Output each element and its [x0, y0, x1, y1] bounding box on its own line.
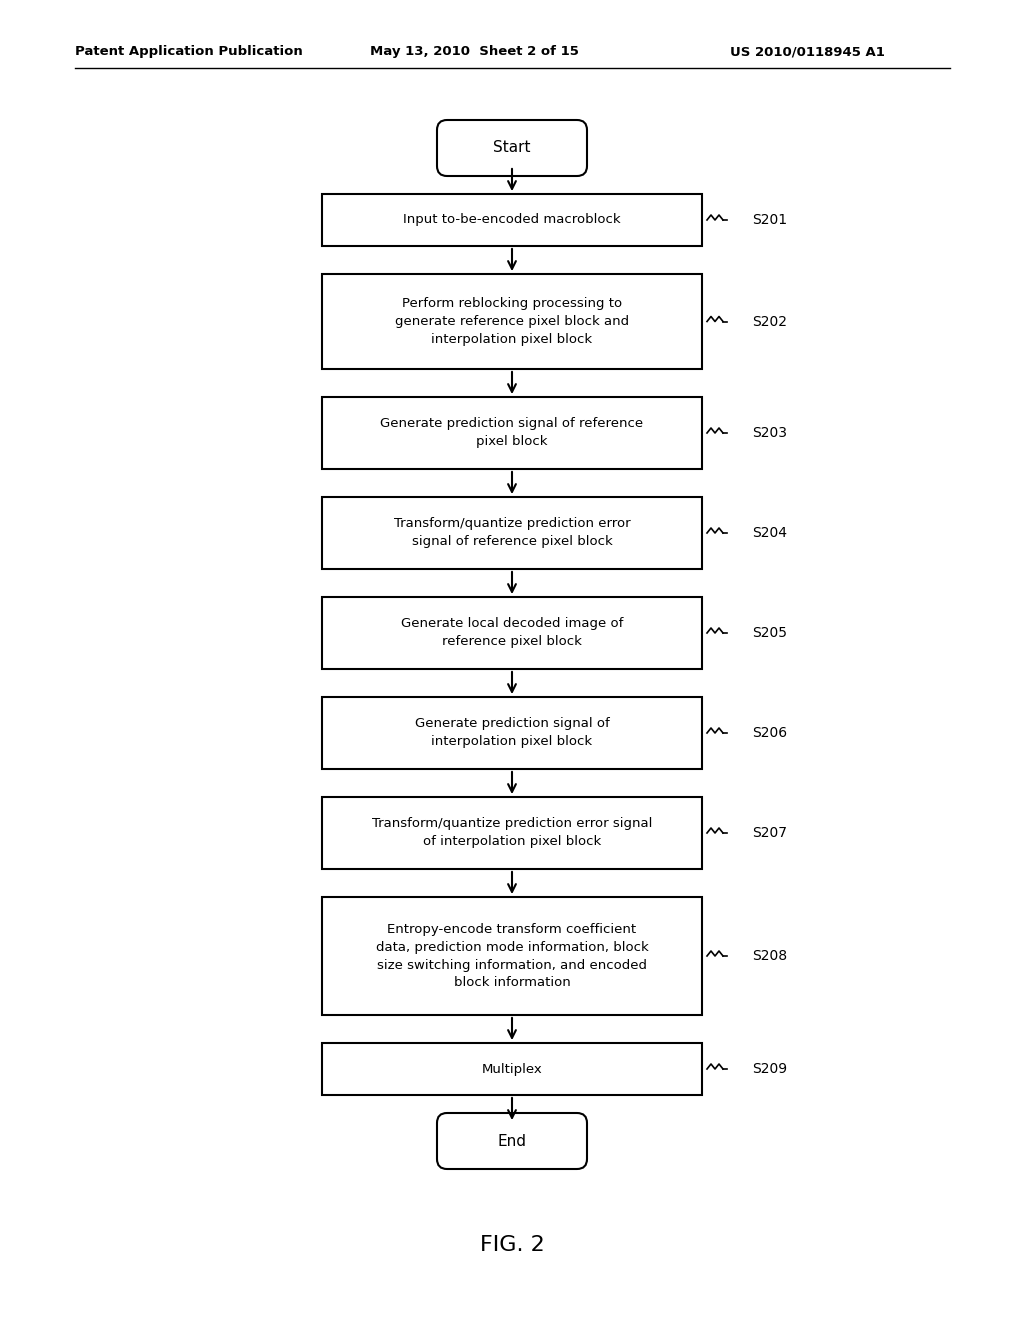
Bar — [322, 697, 702, 770]
Bar — [322, 1043, 702, 1096]
Text: Generate prediction signal of reference
pixel block: Generate prediction signal of reference … — [381, 417, 643, 449]
Text: S202: S202 — [752, 314, 787, 329]
Text: S205: S205 — [752, 626, 787, 640]
Bar — [322, 498, 702, 569]
Text: US 2010/0118945 A1: US 2010/0118945 A1 — [730, 45, 885, 58]
Text: Patent Application Publication: Patent Application Publication — [75, 45, 303, 58]
Text: S207: S207 — [752, 826, 787, 840]
Text: S204: S204 — [752, 525, 787, 540]
Text: S206: S206 — [752, 726, 787, 741]
FancyBboxPatch shape — [437, 120, 587, 176]
Text: Transform/quantize prediction error
signal of reference pixel block: Transform/quantize prediction error sign… — [393, 517, 631, 549]
Text: Perform reblocking processing to
generate reference pixel block and
interpolatio: Perform reblocking processing to generat… — [395, 297, 629, 346]
Bar — [322, 797, 702, 869]
Bar — [322, 597, 702, 669]
Text: End: End — [498, 1134, 526, 1148]
Text: S209: S209 — [752, 1063, 787, 1076]
Text: Generate prediction signal of
interpolation pixel block: Generate prediction signal of interpolat… — [415, 718, 609, 748]
Text: S201: S201 — [752, 213, 787, 227]
Text: May 13, 2010  Sheet 2 of 15: May 13, 2010 Sheet 2 of 15 — [370, 45, 579, 58]
Text: Entropy-encode transform coefficient
data, prediction mode information, block
si: Entropy-encode transform coefficient dat… — [376, 923, 648, 990]
Text: Transform/quantize prediction error signal
of interpolation pixel block: Transform/quantize prediction error sign… — [372, 817, 652, 849]
Bar — [322, 898, 702, 1015]
Text: Generate local decoded image of
reference pixel block: Generate local decoded image of referenc… — [400, 618, 624, 648]
Text: FIG. 2: FIG. 2 — [479, 1236, 545, 1255]
Text: S203: S203 — [752, 426, 787, 440]
Bar — [322, 397, 702, 469]
Text: Start: Start — [494, 140, 530, 156]
Text: Multiplex: Multiplex — [481, 1063, 543, 1076]
FancyBboxPatch shape — [437, 1113, 587, 1170]
Text: Input to-be-encoded macroblock: Input to-be-encoded macroblock — [403, 214, 621, 227]
Text: S208: S208 — [752, 949, 787, 964]
Bar — [322, 194, 702, 246]
Bar — [322, 275, 702, 370]
